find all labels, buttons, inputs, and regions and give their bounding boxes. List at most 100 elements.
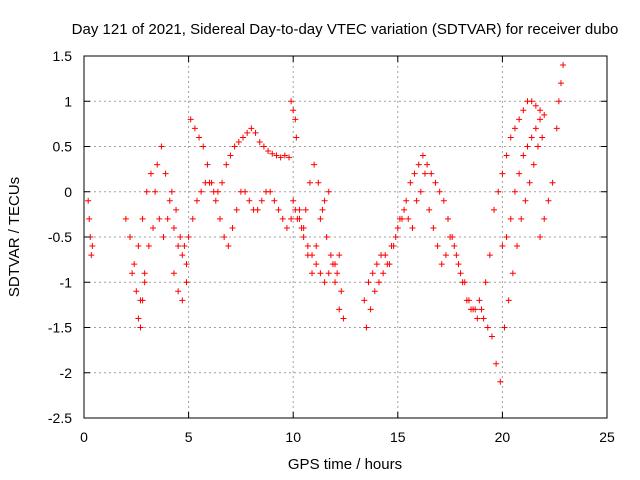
y-tick-label: -2.5 [48,410,72,426]
grid-layer [84,56,607,418]
data-point [244,129,251,136]
data-point [327,252,334,259]
data-point [275,206,282,213]
data-point [311,161,318,168]
data-point [474,315,481,322]
series-track-5 [170,270,190,304]
data-point [156,215,163,222]
x-axis-label: GPS time / hours [288,456,402,473]
data-point [164,215,171,222]
data-point [300,234,307,240]
data-point [252,129,259,136]
data-point [415,161,422,168]
data-point [233,206,240,213]
data-point [267,188,274,195]
data-point [526,179,533,186]
ticks-layer [83,55,608,419]
y-axis-tick-labels: -2.5 -2 -1.5 -1 -0.5 0 0.5 1 1.5 [48,48,72,426]
series-track-4 [135,279,148,331]
data-point [407,179,414,186]
y-tick-label: 0.5 [53,139,73,155]
data-point [286,154,293,161]
data-point [158,143,165,150]
data-point [196,134,203,141]
data-point [511,188,518,195]
data-point [304,252,311,259]
data-point [223,161,230,168]
data-point [455,261,462,268]
data-point [555,98,562,105]
data-point [175,243,182,250]
data-point [336,306,343,313]
data-point [434,243,441,250]
x-tick-label: 5 [185,429,193,445]
data-point [451,243,458,250]
data-point [290,197,297,204]
data-point [321,279,328,286]
data-point [166,197,173,204]
data-point [175,288,182,295]
data-point [505,297,512,304]
data-point [340,315,347,322]
data-point [279,215,286,222]
data-point [133,288,140,295]
data-point [246,197,253,204]
data-point [541,215,548,222]
x-axis-tick-labels: 0 5 10 15 20 25 [80,429,615,445]
data-point [256,138,263,145]
data-point [131,261,138,268]
data-point [248,125,255,132]
data-point [463,297,470,304]
data-point [447,234,454,240]
data-point [549,179,556,186]
data-point [208,179,215,186]
data-point [265,148,272,155]
data-point [382,252,389,259]
data-point [476,297,483,304]
data-point [271,197,278,204]
data-point [520,107,527,114]
data-point [288,215,295,222]
data-point [154,161,161,168]
data-point [231,143,238,150]
data-point [193,197,200,204]
data-point [394,224,401,231]
data-point [293,134,300,141]
data-point [482,279,489,286]
data-point [137,324,144,331]
data-point [212,197,219,204]
data-point [419,152,426,159]
data-point [219,179,226,186]
data-point [183,261,190,268]
y-tick-label: -1 [60,274,73,290]
data-point [522,197,529,204]
data-point [283,224,290,231]
data-point [325,188,332,195]
data-point [560,62,567,69]
data-point [532,125,539,132]
data-point [497,378,504,385]
data-point [181,243,188,250]
data-point [534,143,541,150]
data-point [88,252,95,259]
data-point [539,134,546,141]
data-point [438,261,445,268]
data-point [277,154,284,161]
data-point [424,161,431,168]
data-point [319,206,326,213]
data-point [545,197,552,204]
data-point [413,197,420,204]
data-point [371,288,378,295]
data-point [200,143,207,150]
data-point [421,170,428,177]
data-point [317,270,324,277]
data-point [432,179,439,186]
data-point [229,224,236,231]
data-point [503,234,510,240]
data-point [373,261,380,268]
data-point [401,206,408,213]
data-point [480,315,487,322]
data-point [242,188,249,195]
data-point [189,215,196,222]
data-point [304,243,311,250]
